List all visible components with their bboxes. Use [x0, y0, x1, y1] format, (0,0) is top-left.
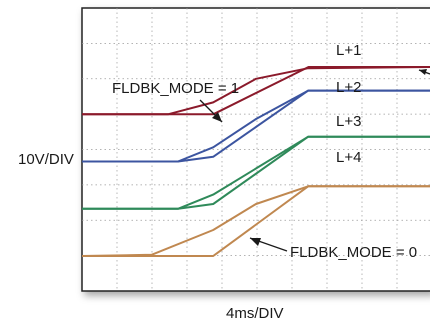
trace-label-l2: L+2 — [336, 79, 361, 96]
traces — [81, 66, 430, 257]
trace-label-l1: L+1 — [336, 42, 361, 59]
annotation-fldbk-mode-0: FLDBK_MODE = 0 — [290, 244, 417, 261]
series-trace-l2-b — [82, 89, 430, 163]
arrow-fldbk-mode-1 — [199, 99, 223, 123]
arrow-fldbk-mode-0 — [249, 237, 288, 252]
series-trace-l3-b — [82, 135, 430, 210]
trace-label-l4: L+4 — [336, 149, 361, 166]
x-scale-label: 4ms/DIV — [226, 305, 284, 322]
annotation-fldbk-mode-1: FLDBK_MODE = 1 — [112, 80, 239, 97]
arrow-offscreen-right — [418, 69, 430, 75]
y-scale-label: 10V/DIV — [18, 151, 74, 168]
series-trace-l4-b — [81, 185, 430, 257]
series-trace-l1-b — [82, 66, 430, 116]
trace-label-l3: L+3 — [336, 113, 361, 130]
